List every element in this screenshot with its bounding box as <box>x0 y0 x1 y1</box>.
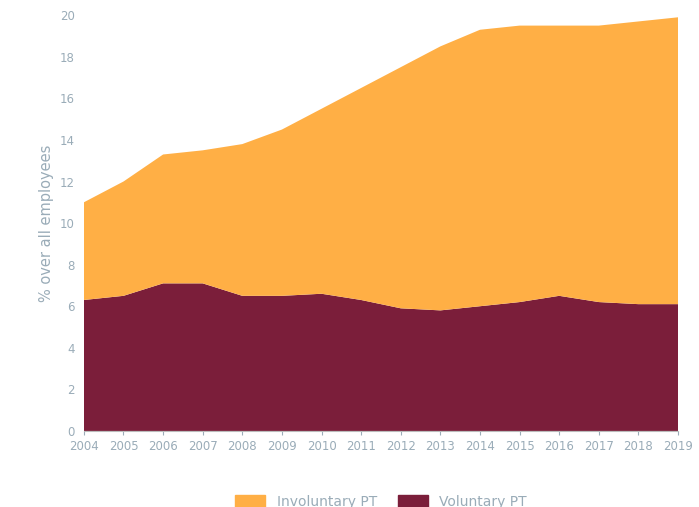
Y-axis label: % over all employees: % over all employees <box>39 144 55 302</box>
Legend: Involuntary PT, Voluntary PT: Involuntary PT, Voluntary PT <box>228 488 534 507</box>
